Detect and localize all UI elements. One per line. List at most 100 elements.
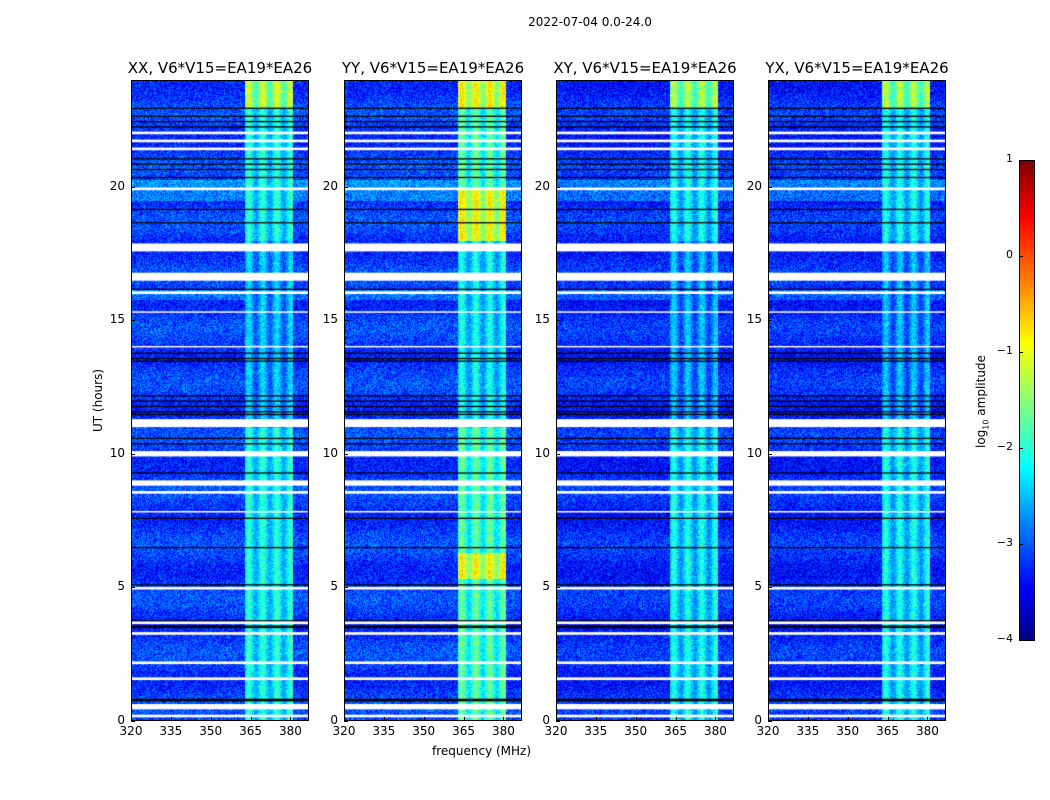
x-tick-mark [131,717,132,721]
y-tick-mark [768,587,772,589]
x-axis-label: frequency (MHz) [432,744,532,758]
x-tick-mark [170,717,172,721]
heatmap-panel-yy [344,80,522,721]
y-tick-label: 20 [746,178,762,193]
x-tick-mark [423,717,425,721]
y-tick-label: 10 [109,445,125,460]
y-tick-label: 0 [117,713,125,727]
heatmap-image [345,81,521,720]
y-tick-mark [131,320,135,322]
x-tick-mark [344,717,345,721]
colorbar-label-suffix: amplitude [974,355,988,420]
y-tick-mark [556,186,560,188]
y-tick-label: 5 [754,579,762,594]
colorbar-tick-label: 0 [1006,248,1013,261]
x-tick-mark [503,717,505,721]
x-tick-label: 365 [239,724,262,738]
y-tick-mark [768,453,772,455]
x-tick-label: 365 [664,724,687,738]
y-tick-mark [131,186,135,188]
y-tick-label: 15 [109,312,125,327]
heatmap-panel-xx [131,80,309,721]
heatmap-image [769,81,945,720]
y-tick-mark [768,320,772,322]
y-tick-label: 20 [109,178,125,193]
y-tick-mark [556,320,560,322]
x-tick-mark [595,717,597,721]
x-tick-mark [556,717,557,721]
colorbar-tick-label: 1 [1006,152,1013,165]
y-tick-label: 10 [322,445,338,460]
colorbar-tick-label: −4 [996,632,1013,645]
y-axis-label: UT (hours) [91,368,105,432]
y-tick-mark [344,320,348,322]
colorbar-tick-label: −1 [996,344,1013,357]
x-tick-label: 380 [278,724,302,738]
x-tick-mark [290,717,292,721]
colorbar-tick-label: −3 [996,536,1013,549]
y-tick-label: 0 [330,713,338,727]
y-tick-label: 10 [534,445,550,460]
y-tick-mark [131,587,135,589]
figure-title: 2022-07-04 0.0-24.0 [528,15,652,29]
colorbar [1019,160,1035,641]
x-tick-mark [675,717,677,721]
x-tick-label: 350 [199,724,223,738]
x-tick-mark [927,717,929,721]
x-tick-mark [887,717,889,721]
heatmap-image [557,81,733,720]
x-tick-label: 335 [159,724,183,738]
x-tick-label: 335 [584,724,608,738]
x-tick-label: 335 [796,724,820,738]
colorbar-tick-mark [1019,352,1023,353]
x-tick-label: 365 [876,724,899,738]
x-tick-mark [250,717,252,721]
x-tick-mark [635,717,637,721]
colorbar-label-sub: 10 [981,419,991,430]
y-tick-label: 15 [746,312,762,327]
y-tick-mark [344,453,348,455]
x-tick-label: 365 [452,724,475,738]
x-tick-label: 320 [544,724,568,738]
x-tick-mark [847,717,849,721]
heatmap-image [132,81,308,720]
panel-title: YX, V6*V15=EA19*EA26 [765,59,949,77]
x-tick-mark [768,717,769,721]
y-tick-mark [768,186,772,188]
y-tick-label: 5 [542,579,550,594]
x-tick-label: 380 [491,724,515,738]
y-tick-mark [131,453,135,455]
x-tick-mark [210,717,212,721]
y-tick-mark [344,721,348,722]
y-tick-label: 15 [534,312,550,327]
y-tick-label: 5 [330,579,338,594]
colorbar-tick-mark [1019,544,1023,545]
y-tick-label: 15 [322,312,338,327]
x-tick-label: 380 [915,724,939,738]
x-tick-mark [715,717,717,721]
x-tick-mark [807,717,809,721]
y-tick-mark [768,721,772,722]
y-tick-label: 5 [117,579,125,594]
x-tick-label: 320 [332,724,356,738]
heatmap-panel-xy [556,80,734,721]
colorbar-tick-label: −2 [996,440,1013,453]
x-tick-label: 335 [372,724,396,738]
heatmap-panel-yx [768,80,946,721]
y-tick-label: 10 [746,445,762,460]
x-tick-label: 350 [836,724,860,738]
y-tick-label: 20 [534,178,550,193]
x-tick-label: 320 [119,724,143,738]
x-tick-mark [383,717,385,721]
x-tick-label: 380 [703,724,727,738]
y-tick-mark [344,587,348,589]
panel-title: YY, V6*V15=EA19*EA26 [341,59,525,77]
y-tick-mark [556,721,560,722]
colorbar-tick-mark [1019,160,1023,161]
x-tick-label: 350 [624,724,648,738]
colorbar-tick-mark [1019,256,1023,257]
y-tick-label: 0 [542,713,550,727]
x-tick-label: 320 [756,724,780,738]
panel-title: XY, V6*V15=EA19*EA26 [553,59,737,77]
panel-title: XX, V6*V15=EA19*EA26 [127,59,313,77]
